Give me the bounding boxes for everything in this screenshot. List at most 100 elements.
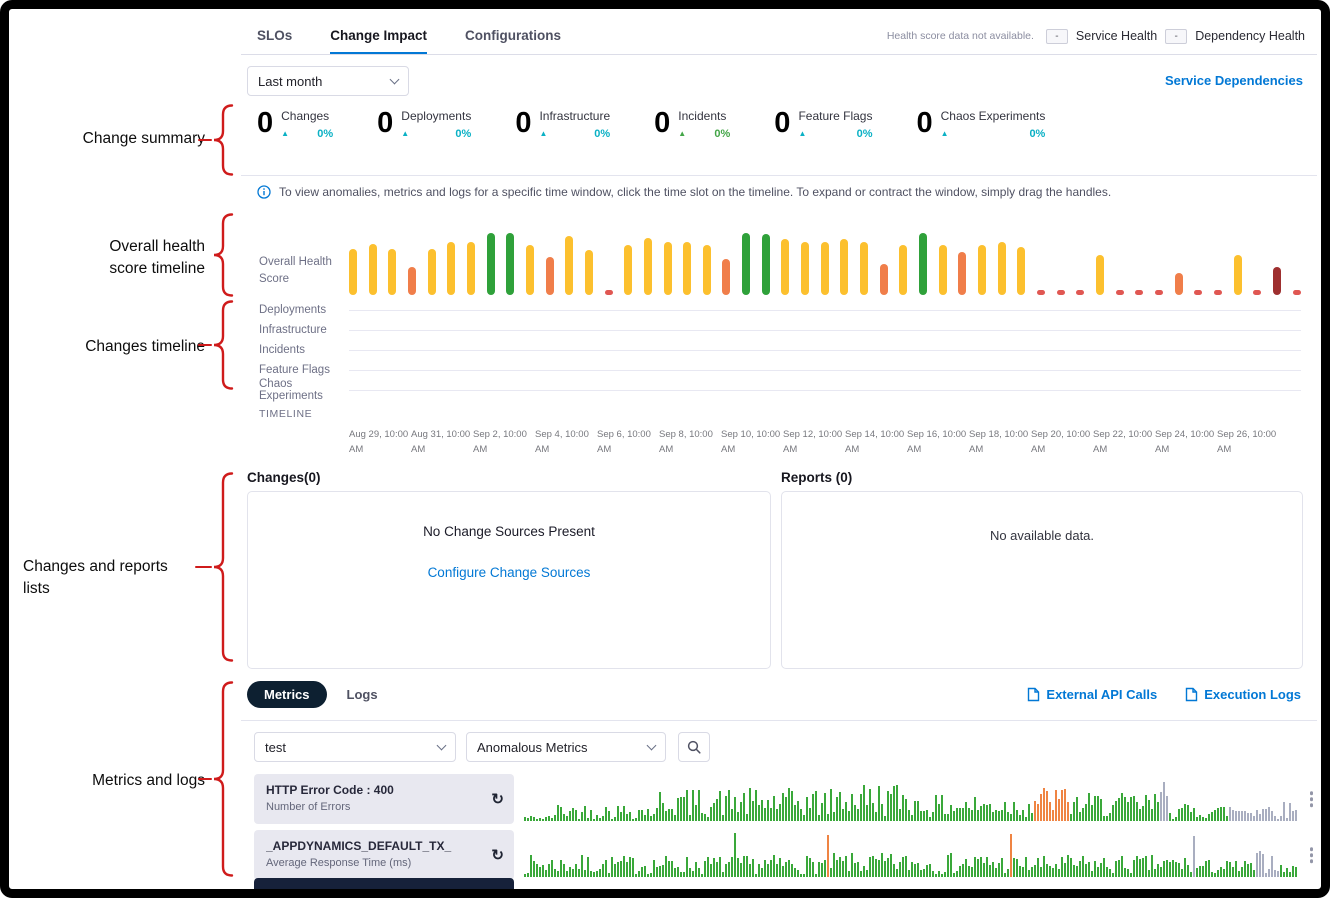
- external-api-calls-link[interactable]: External API Calls: [1027, 687, 1157, 702]
- spark-bar: [1076, 797, 1078, 821]
- more-menu-icon[interactable]: [1307, 788, 1317, 810]
- summary-value: 0: [654, 107, 671, 139]
- health-score-bar[interactable]: [486, 233, 495, 295]
- spark-bar: [1175, 817, 1177, 821]
- health-score-bar[interactable]: [919, 233, 928, 295]
- health-score-bar[interactable]: [604, 290, 613, 295]
- execution-logs-link[interactable]: Execution Logs: [1185, 687, 1301, 702]
- health-score-bar[interactable]: [349, 248, 357, 295]
- health-score-bar[interactable]: [761, 234, 770, 295]
- health-score-bar[interactable]: [840, 239, 849, 295]
- health-score-bar[interactable]: [801, 242, 810, 295]
- health-score-bar[interactable]: [958, 251, 967, 295]
- health-score-bar[interactable]: [1017, 246, 1026, 295]
- health-score-bar[interactable]: [663, 242, 672, 295]
- health-score-bar[interactable]: [702, 245, 711, 295]
- health-score-bar[interactable]: [525, 245, 534, 295]
- spark-bar: [1286, 817, 1288, 821]
- health-score-bar[interactable]: [1253, 290, 1262, 295]
- health-score-bar[interactable]: [1095, 254, 1104, 295]
- health-score-bar[interactable]: [978, 245, 986, 295]
- health-score-bar[interactable]: [427, 248, 436, 295]
- tab-metrics[interactable]: Metrics: [247, 681, 327, 708]
- tab-change-impact[interactable]: Change Impact: [330, 18, 428, 54]
- health-score-bar[interactable]: [899, 245, 908, 295]
- health-score-bar[interactable]: [466, 242, 475, 295]
- spark-bar: [689, 868, 691, 877]
- health-score-bar[interactable]: [1272, 267, 1281, 295]
- summary-label: Changes: [281, 109, 330, 123]
- health-score-bar[interactable]: [1076, 290, 1085, 295]
- health-score-bar[interactable]: [1135, 290, 1144, 295]
- health-score-bar[interactable]: [742, 233, 751, 295]
- health-score-bar[interactable]: [1154, 290, 1163, 295]
- health-score-bar[interactable]: [683, 242, 692, 295]
- spark-bar: [824, 860, 826, 877]
- spark-bar: [848, 871, 850, 877]
- summary-value: 0: [257, 107, 274, 139]
- health-score-bar[interactable]: [820, 242, 829, 295]
- health-score-bar[interactable]: [781, 239, 790, 295]
- health-score-bar[interactable]: [624, 245, 633, 295]
- spark-bar: [914, 801, 916, 821]
- tab-configurations[interactable]: Configurations: [465, 27, 562, 43]
- refresh-icon[interactable]: ↻: [491, 791, 504, 808]
- spark-bar: [917, 863, 919, 877]
- health-score-bar[interactable]: [506, 233, 515, 295]
- tab-logs[interactable]: Logs: [346, 687, 378, 702]
- health-score-bar[interactable]: [938, 245, 947, 295]
- health-score-bar[interactable]: [1233, 254, 1242, 295]
- service-dependencies-link[interactable]: Service Dependencies: [1164, 73, 1303, 88]
- spark-bar: [1028, 804, 1030, 821]
- spark-bar: [743, 855, 745, 877]
- configure-change-sources-link[interactable]: Configure Change Sources: [427, 565, 591, 580]
- spark-bar: [1133, 860, 1135, 877]
- time-range-select[interactable]: Last month: [247, 66, 409, 96]
- metric-row-http-error-code-400[interactable]: HTTP Error Code : 400 Number of Errors ↻: [254, 774, 1317, 824]
- more-menu-icon[interactable]: [1307, 844, 1317, 866]
- spark-bar: [812, 794, 814, 821]
- search-button[interactable]: [678, 732, 710, 762]
- spark-bar: [1169, 813, 1171, 821]
- annotation-change-summary: Change summary: [82, 130, 205, 147]
- health-score-bar[interactable]: [879, 264, 888, 295]
- health-score-bar[interactable]: [1174, 273, 1183, 295]
- health-score-bar[interactable]: [1292, 290, 1301, 295]
- health-score-bar[interactable]: [1036, 290, 1045, 295]
- spark-bar: [1088, 792, 1090, 821]
- health-score-bar[interactable]: [1194, 290, 1203, 295]
- health-score-bar[interactable]: [565, 236, 574, 295]
- health-score-bar[interactable]: [1115, 290, 1124, 295]
- spark-bar: [704, 814, 706, 821]
- spark-bar: [650, 872, 652, 877]
- metric-row-appdynamics-default-tx[interactable]: _APPDYNAMICS_DEFAULT_TX_ Average Response…: [254, 830, 1317, 880]
- spark-bar: [602, 816, 604, 821]
- health-score-bar[interactable]: [643, 237, 652, 295]
- spark-bar: [569, 867, 571, 877]
- spark-bar: [1016, 810, 1018, 821]
- summary-label: Chaos Experiments: [940, 109, 1046, 123]
- health-score-bar[interactable]: [997, 242, 1006, 295]
- health-score-bar[interactable]: [584, 250, 593, 295]
- refresh-icon[interactable]: ↻: [491, 847, 504, 864]
- health-score-bar[interactable]: [1213, 290, 1222, 295]
- health-score-bar[interactable]: [388, 248, 397, 295]
- tab-slos[interactable]: SLOs: [257, 27, 293, 43]
- spark-bar: [719, 790, 721, 821]
- health-score-bar[interactable]: [1056, 290, 1065, 295]
- health-score-bar[interactable]: [407, 267, 416, 295]
- health-score-bar[interactable]: [447, 242, 456, 295]
- spark-bar: [806, 796, 808, 821]
- metric-row-partial[interactable]: [254, 878, 514, 889]
- health-score-bar[interactable]: [722, 259, 731, 295]
- spark-bar: [626, 814, 628, 821]
- spark-bar: [1253, 869, 1255, 877]
- health-score-bar[interactable]: [545, 256, 554, 295]
- health-score-bar[interactable]: [368, 244, 377, 295]
- health-score-summary: Health score data not available. - Servi…: [887, 18, 1317, 54]
- metric-type-select[interactable]: Anomalous Metrics: [466, 732, 666, 762]
- timeline-row-feature-flags: Feature Flags: [259, 360, 1301, 380]
- service-filter-select[interactable]: test: [254, 732, 456, 762]
- health-score-bar[interactable]: [860, 242, 869, 295]
- summary-item-changes: 0 Changes ▲ 0%: [257, 108, 333, 140]
